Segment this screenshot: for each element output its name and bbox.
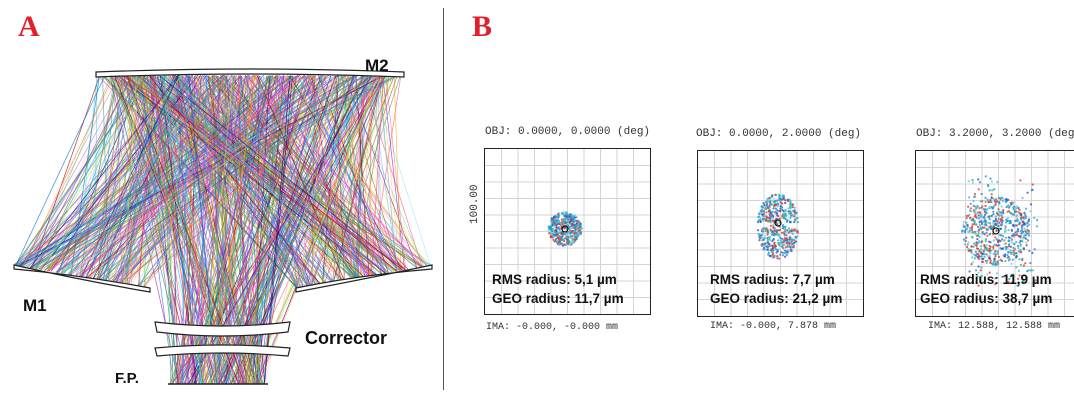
m1-mirror-right <box>295 264 433 293</box>
corrector-label: Corrector <box>305 328 388 348</box>
corrector-lens-top <box>154 321 291 337</box>
spot-3-plot <box>916 151 1074 316</box>
spot-3-rms: RMS radius: 11,9 µm <box>920 272 1052 287</box>
spot-1-geo: GEO radius: 11,7 µm <box>492 291 624 306</box>
panel-b-letter: B <box>472 10 493 43</box>
spot-3-geo: GEO radius: 38,7 µm <box>920 291 1053 306</box>
focal-plane-label: F.P. <box>115 370 139 387</box>
spot-2-obj: OBJ: 0.0000, 2.0000 (deg) <box>696 128 862 140</box>
panel-divider <box>443 8 444 390</box>
spot-diagram-1 <box>484 148 651 315</box>
m2-mirror <box>95 68 405 78</box>
m1-label: M1 <box>23 296 47 315</box>
panel-a-letter: A <box>18 10 40 43</box>
spot-1-plot <box>485 149 650 314</box>
spot-3-obj: OBJ: 3.2000, 3.2000 (deg) <box>916 128 1074 140</box>
spot-2-plot <box>698 151 863 316</box>
spot-2-rms: RMS radius: 7,7 µm <box>710 272 835 287</box>
telescope-ray-diagram <box>13 68 433 385</box>
m1-mirror-left <box>13 264 151 293</box>
corrector-lens-bottom <box>154 344 291 357</box>
spot-1-ima: IMA: -0.000, -0.000 mm <box>486 322 619 333</box>
spot-3-ima: IMA: 12.588, 12.588 mm <box>928 321 1061 332</box>
spot-diagram-3 <box>915 150 1074 317</box>
m2-label: M2 <box>365 56 389 75</box>
spot-1-rms: RMS radius: 5,1 µm <box>492 272 617 287</box>
spot-diagram-2 <box>697 150 864 317</box>
spot-2-geo: GEO radius: 21,2 µm <box>710 291 843 306</box>
ray-bundle <box>13 74 432 385</box>
scale-label: 100.00 <box>469 184 481 224</box>
spot-1-obj: OBJ: 0.0000, 0.0000 (deg) <box>485 126 651 138</box>
spot-2-ima: IMA: -0.000, 7.878 mm <box>710 321 837 332</box>
